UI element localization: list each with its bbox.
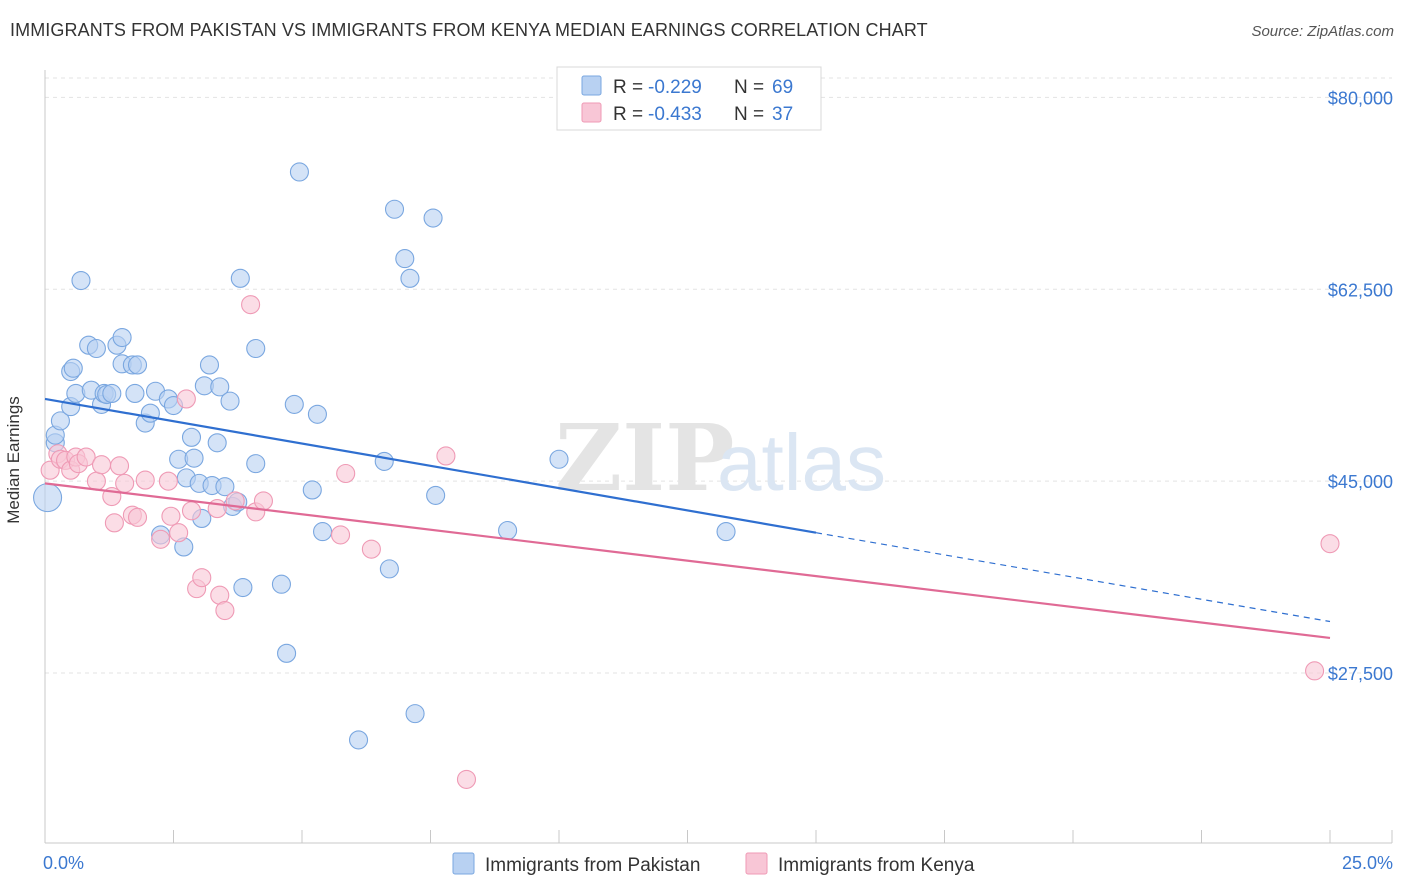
data-point bbox=[230, 268, 250, 288]
data-point bbox=[426, 485, 446, 505]
data-point bbox=[215, 477, 235, 497]
data-point bbox=[284, 394, 304, 414]
data-point bbox=[233, 577, 253, 598]
data-point bbox=[395, 249, 415, 269]
legend-swatch bbox=[581, 75, 602, 96]
data-point bbox=[716, 522, 736, 542]
legend-r-value: -0.229 bbox=[648, 77, 702, 98]
data-point bbox=[313, 522, 333, 542]
data-point bbox=[436, 446, 456, 466]
data-point bbox=[125, 383, 145, 404]
data-point bbox=[307, 404, 327, 424]
data-point bbox=[33, 483, 63, 513]
data-point bbox=[109, 456, 130, 476]
series-kenya bbox=[40, 295, 1340, 789]
legend-r-label: R = bbox=[613, 77, 643, 98]
data-point bbox=[140, 403, 160, 423]
data-point bbox=[336, 463, 356, 484]
watermark-suffix: atlas bbox=[717, 418, 886, 507]
data-point bbox=[1320, 534, 1340, 554]
data-point bbox=[215, 601, 235, 621]
data-point bbox=[379, 559, 399, 579]
data-point bbox=[423, 208, 443, 228]
data-point bbox=[151, 529, 171, 549]
chart-title: IMMIGRANTS FROM PAKISTAN VS IMMIGRANTS F… bbox=[10, 20, 928, 40]
data-point bbox=[271, 574, 291, 594]
data-point bbox=[91, 455, 112, 475]
data-point bbox=[86, 338, 106, 359]
trend-line bbox=[44, 482, 1331, 640]
data-point bbox=[253, 491, 274, 511]
x-tick-label: 25.0% bbox=[1342, 853, 1393, 873]
x-tick-label: 0.0% bbox=[43, 853, 84, 873]
legend-swatch bbox=[581, 102, 602, 123]
legend-n-label: N = bbox=[734, 104, 764, 125]
legend-n-value: 37 bbox=[772, 104, 793, 125]
chart-source: Source: ZipAtlas.com bbox=[1251, 23, 1394, 40]
bottom-legend-swatch bbox=[452, 852, 475, 875]
data-point bbox=[400, 268, 420, 288]
data-point bbox=[158, 471, 178, 491]
data-point bbox=[102, 383, 122, 404]
data-point bbox=[199, 355, 220, 375]
data-point bbox=[207, 433, 227, 453]
data-point bbox=[374, 451, 394, 471]
data-point bbox=[71, 270, 91, 291]
data-point bbox=[277, 643, 297, 663]
data-point bbox=[549, 449, 569, 469]
data-point bbox=[63, 358, 83, 378]
data-point bbox=[184, 448, 204, 468]
data-point bbox=[246, 338, 266, 359]
data-point bbox=[169, 523, 189, 543]
data-point bbox=[86, 471, 106, 491]
data-point bbox=[135, 470, 155, 490]
data-point bbox=[302, 480, 322, 500]
data-point bbox=[289, 162, 309, 182]
data-point bbox=[384, 199, 405, 219]
data-point bbox=[127, 355, 148, 375]
data-point bbox=[181, 427, 202, 447]
data-point bbox=[161, 506, 181, 526]
trend-line-extension bbox=[815, 532, 1331, 623]
y-tick-label: $62,500 bbox=[1328, 280, 1393, 300]
bottom-legend-label: Immigrants from Kenya bbox=[778, 855, 975, 876]
data-point bbox=[66, 383, 86, 404]
data-point bbox=[176, 389, 196, 409]
watermark: ZIP bbox=[555, 404, 734, 512]
data-point bbox=[361, 539, 381, 559]
data-point bbox=[181, 501, 202, 521]
data-point bbox=[241, 295, 261, 315]
legend-r-value: -0.433 bbox=[648, 104, 702, 125]
data-point bbox=[50, 411, 70, 431]
data-point bbox=[127, 507, 148, 527]
data-point bbox=[498, 520, 518, 541]
data-point bbox=[210, 377, 230, 397]
data-point bbox=[112, 327, 132, 348]
data-point bbox=[76, 447, 96, 467]
data-point bbox=[115, 473, 135, 493]
data-point bbox=[192, 568, 212, 588]
data-point bbox=[330, 525, 351, 545]
data-point bbox=[1305, 661, 1325, 681]
legend-r-label: R = bbox=[613, 104, 643, 125]
legend-n-label: N = bbox=[734, 77, 764, 98]
data-point bbox=[246, 454, 266, 474]
legend-n-value: 69 bbox=[772, 77, 793, 98]
bottom-legend-swatch bbox=[745, 852, 768, 875]
data-point bbox=[456, 769, 477, 789]
trend-line bbox=[44, 397, 817, 534]
data-point bbox=[104, 513, 124, 533]
bottom-legend-label: Immigrants from Pakistan bbox=[485, 855, 700, 876]
y-tick-label: $45,000 bbox=[1328, 472, 1393, 492]
data-point bbox=[348, 730, 369, 750]
data-point bbox=[405, 704, 425, 724]
y-tick-label: $80,000 bbox=[1328, 88, 1393, 108]
y-tick-label: $27,500 bbox=[1328, 664, 1393, 684]
data-point bbox=[220, 391, 240, 411]
